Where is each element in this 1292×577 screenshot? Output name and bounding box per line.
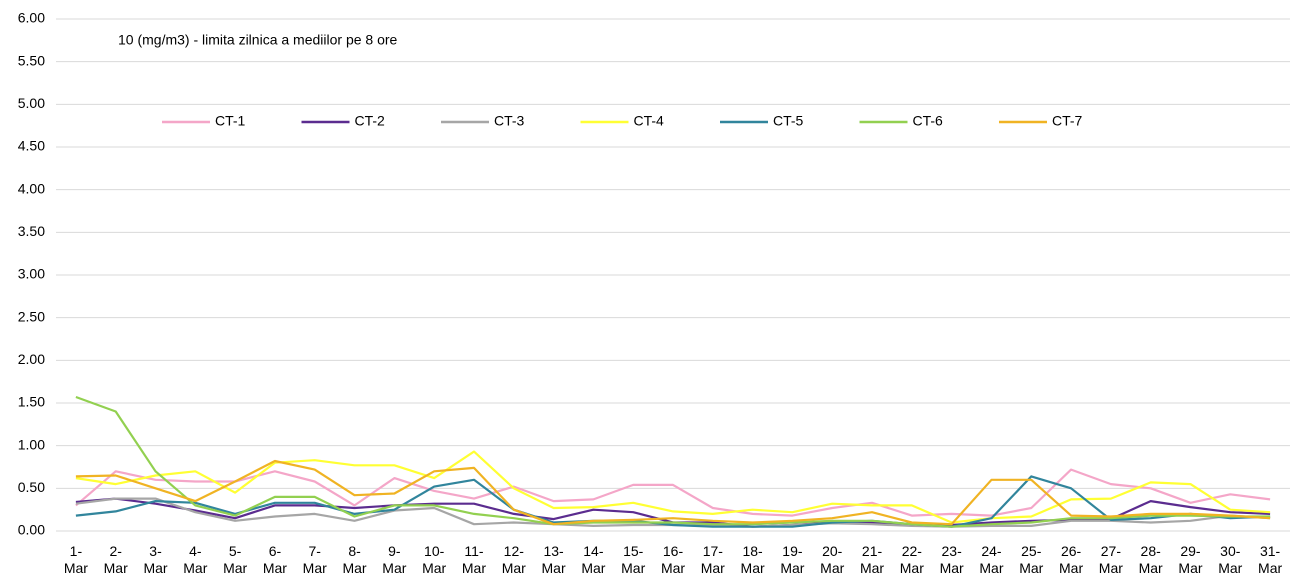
legend-label: CT-1	[215, 113, 246, 129]
x-tick-label: 16-Mar	[661, 543, 685, 576]
y-tick-label: 0.50	[18, 479, 45, 495]
x-tick-label: 10-Mar	[422, 543, 446, 576]
y-tick-label: 6.00	[18, 10, 45, 26]
x-tick-label: 7-Mar	[303, 543, 327, 576]
y-tick-label: 2.50	[18, 308, 45, 324]
x-tick-label: 19-Mar	[780, 543, 804, 576]
legend-label: CT-6	[913, 113, 944, 129]
x-tick-label: 14-Mar	[581, 543, 605, 576]
x-tick-label: 17-Mar	[701, 543, 725, 576]
y-tick-label: 5.00	[18, 95, 45, 111]
legend-label: CT-3	[494, 113, 525, 129]
x-tick-label: 13-Mar	[542, 543, 566, 576]
series-line	[75, 468, 1271, 517]
x-tick-label: 28-Mar	[1139, 543, 1163, 576]
x-tick-label: 11-Mar	[462, 543, 486, 576]
x-tick-label: 22-Mar	[900, 543, 924, 576]
x-tick-label: 3-Mar	[143, 543, 167, 576]
x-tick-label: 23-Mar	[940, 543, 964, 576]
x-tick-label: 30-Mar	[1218, 543, 1242, 576]
legend-label: CT-7	[1052, 113, 1083, 129]
x-tick-label: 1-Mar	[64, 543, 88, 576]
legend-label: CT-5	[773, 113, 804, 129]
x-tick-label: 12-Mar	[502, 543, 526, 576]
x-tick-label: 15-Mar	[621, 543, 645, 576]
x-tick-label: 21-Mar	[860, 543, 884, 576]
y-tick-label: 4.50	[18, 138, 45, 154]
x-tick-label: 8-Mar	[342, 543, 366, 576]
y-tick-label: 0.00	[18, 522, 45, 538]
y-tick-label: 4.00	[18, 180, 45, 196]
x-tick-label: 27-Mar	[1099, 543, 1123, 576]
series-line	[75, 450, 1271, 524]
x-tick-label: 4-Mar	[183, 543, 207, 576]
y-tick-label: 2.00	[18, 351, 45, 367]
series-line	[75, 475, 1271, 528]
x-tick-label: 6-Mar	[263, 543, 287, 576]
y-tick-label: 5.50	[18, 52, 45, 68]
series-line	[75, 395, 1271, 528]
y-tick-label: 1.00	[18, 436, 45, 452]
legend-label: CT-2	[355, 113, 386, 129]
x-tick-label: 29-Mar	[1178, 543, 1202, 576]
x-tick-label: 5-Mar	[223, 543, 247, 576]
x-tick-label: 2-Mar	[104, 543, 128, 576]
annotation: 10 (mg/m3) - limita zilnica a mediilor p…	[118, 32, 398, 48]
x-tick-label: 9-Mar	[382, 543, 406, 576]
y-tick-label: 3.00	[18, 266, 45, 282]
y-tick-label: 3.50	[18, 223, 45, 239]
x-tick-label: 20-Mar	[820, 543, 844, 576]
y-tick-label: 1.50	[18, 394, 45, 410]
x-tick-label: 31-Mar	[1258, 543, 1282, 576]
x-tick-label: 26-Mar	[1059, 543, 1083, 576]
x-tick-label: 25-Mar	[1019, 543, 1043, 576]
series-line	[75, 459, 1271, 526]
x-tick-label: 24-Mar	[979, 543, 1003, 576]
x-tick-label: 18-Mar	[741, 543, 765, 576]
legend-label: CT-4	[634, 113, 665, 129]
